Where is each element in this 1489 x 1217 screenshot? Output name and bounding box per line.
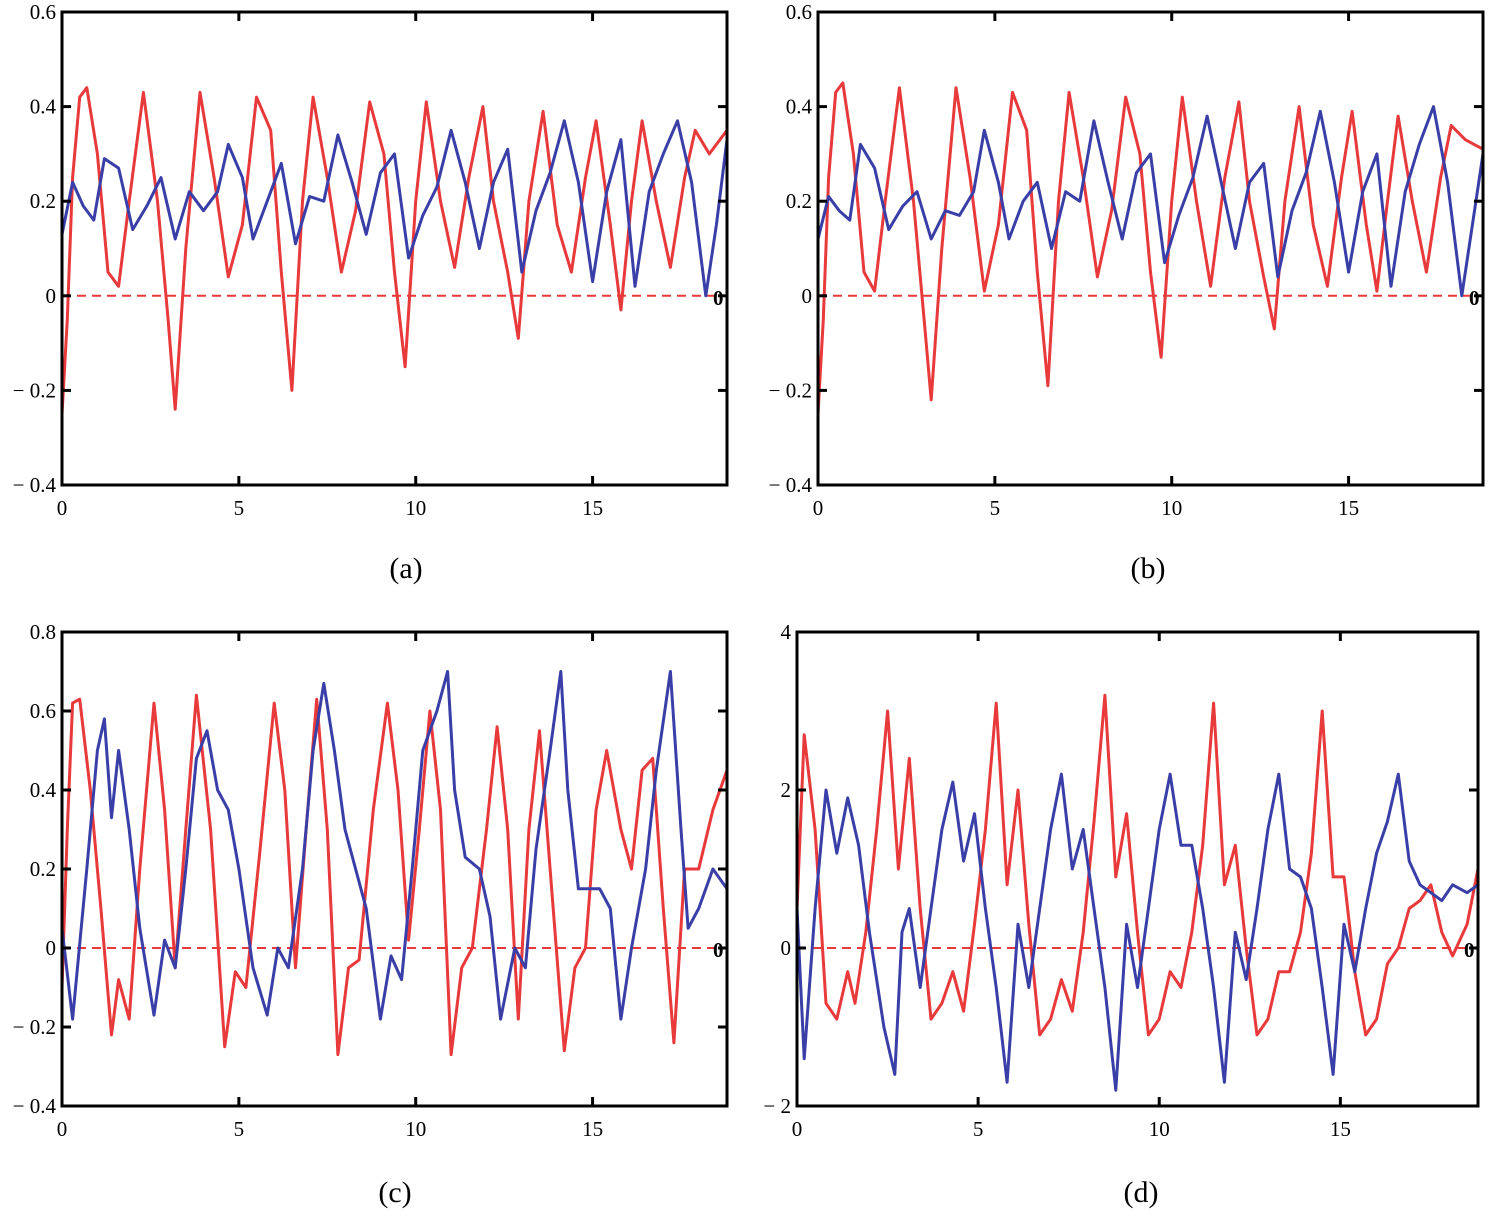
y-tick-label-b: 0.4 xyxy=(786,95,813,119)
x-tick-label-a: 0 xyxy=(57,496,68,520)
y-tick-label-a: 0.4 xyxy=(30,95,57,119)
chart-panel-c: − 0.4 − 0.2 0 0.2 0.4 0.6 0.8 0 5 10 15 0 xyxy=(0,618,745,1158)
series-line-red-b xyxy=(818,81,1483,415)
y-tick-label-a: 0.6 xyxy=(30,0,56,24)
chart-b: − 0.4 − 0.2 0 0.2 0.4 0.6 0 5 10 15 0 xyxy=(769,0,1485,520)
x-tick-label-d: 0 xyxy=(792,1117,803,1141)
x-tick-label-d: 10 xyxy=(1149,1117,1170,1141)
plot-frame-b xyxy=(816,10,1485,487)
x-tick-label-a: 5 xyxy=(234,496,245,520)
y-tick-label-b: − 0.2 xyxy=(769,378,812,402)
y-tick-label-d: 2 xyxy=(781,778,792,802)
x-tick-label-b: 0 xyxy=(813,496,824,520)
x-tick-label-a: 10 xyxy=(405,496,426,520)
x-tick-label-c: 5 xyxy=(234,1117,245,1141)
y-tick-label-b: 0 xyxy=(802,284,813,308)
right-zero-label-c: 0 xyxy=(713,938,724,962)
x-tick-label-b: 5 xyxy=(990,496,1001,520)
plot-frame-c xyxy=(60,630,729,1108)
caption-c: (c) xyxy=(378,1176,412,1209)
plot-frame-a xyxy=(60,10,729,487)
y-tick-label-b: − 0.4 xyxy=(769,473,813,497)
y-tick-label-b: 0.2 xyxy=(786,189,812,213)
chart-panel-d: − 2 0 2 4 0 5 10 15 0 xyxy=(745,618,1489,1158)
right-zero-label-b: 0 xyxy=(1469,286,1480,310)
right-zero-label-d: 0 xyxy=(1464,938,1475,962)
y-tick-label-c: − 0.4 xyxy=(13,1094,57,1118)
caption-a: (a) xyxy=(389,552,423,585)
y-tick-label-c: − 0.2 xyxy=(13,1015,56,1039)
caption-d: (d) xyxy=(1123,1176,1159,1209)
series-line-blue-c xyxy=(62,670,727,1021)
y-tick-label-a: 0.2 xyxy=(30,189,56,213)
chart-panel-b: − 0.4 − 0.2 0 0.2 0.4 0.6 0 5 10 15 0 xyxy=(745,0,1489,540)
plot-frame-d xyxy=(795,630,1480,1108)
chart-panel-a: − 0.4 − 0.2 0 0.2 0.4 0.6 0 5 10 15 0 xyxy=(0,0,745,540)
y-tick-label-a: − 0.4 xyxy=(13,473,57,497)
series-line-blue-b xyxy=(818,105,1483,298)
y-tick-label-d: − 2 xyxy=(763,1094,791,1118)
chart-a: − 0.4 − 0.2 0 0.2 0.4 0.6 0 5 10 15 0 xyxy=(13,0,729,520)
x-tick-label-c: 15 xyxy=(582,1117,603,1141)
chart-c: − 0.4 − 0.2 0 0.2 0.4 0.6 0.8 0 5 10 15 0 xyxy=(13,620,729,1141)
y-tick-label-c: 0.6 xyxy=(30,699,56,723)
x-tick-label-b: 15 xyxy=(1338,496,1359,520)
series-line-red-a xyxy=(62,86,727,415)
y-tick-label-c: 0.8 xyxy=(30,620,56,644)
x-tick-label-c: 0 xyxy=(57,1117,68,1141)
right-zero-label-a: 0 xyxy=(713,286,724,310)
series-line-red-d xyxy=(797,693,1478,1037)
y-tick-label-b: 0.6 xyxy=(786,0,812,24)
y-tick-label-c: 0 xyxy=(46,936,57,960)
series-line-red-c xyxy=(62,693,727,1057)
y-tick-label-d: 0 xyxy=(781,936,792,960)
series-line-blue-a xyxy=(62,119,727,298)
y-tick-label-a: 0 xyxy=(46,284,57,308)
x-tick-label-a: 15 xyxy=(582,496,603,520)
x-tick-label-b: 10 xyxy=(1161,496,1182,520)
x-tick-label-c: 10 xyxy=(405,1117,426,1141)
x-tick-label-d: 5 xyxy=(973,1117,984,1141)
x-tick-label-d: 15 xyxy=(1330,1117,1351,1141)
y-tick-label-a: − 0.2 xyxy=(13,378,56,402)
caption-b: (b) xyxy=(1130,552,1166,585)
y-tick-label-c: 0.4 xyxy=(30,778,57,802)
y-tick-label-c: 0.2 xyxy=(30,857,56,881)
y-tick-label-d: 4 xyxy=(781,620,792,644)
series-line-blue-d xyxy=(797,772,1478,1092)
